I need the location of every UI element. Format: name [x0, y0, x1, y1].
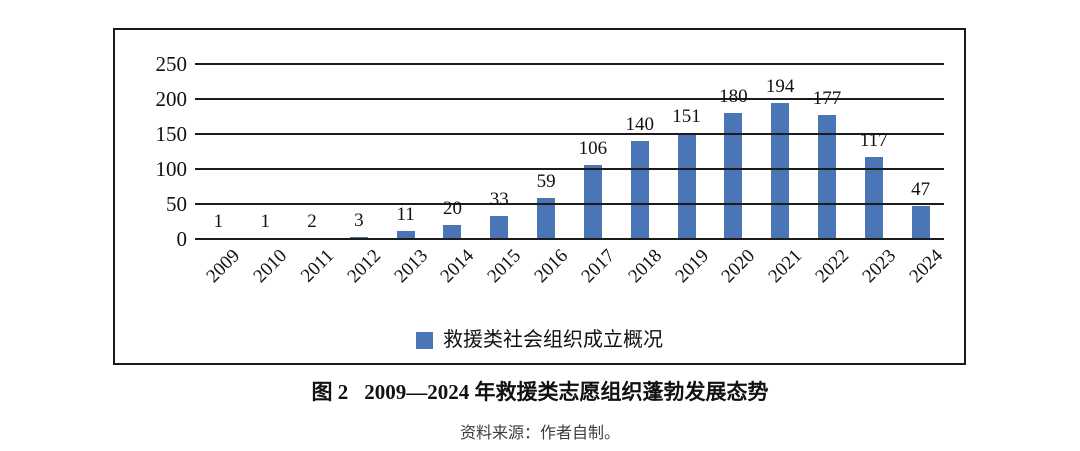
value-label-2018: 140: [625, 114, 654, 135]
legend-swatch-icon: [416, 331, 433, 349]
value-label-2020: 180: [719, 86, 748, 107]
legend: 救援类社会组织成立概况: [115, 329, 964, 351]
value-label-2021: 194: [765, 76, 795, 98]
bar-2016: [537, 197, 556, 239]
bar-2023: [864, 157, 883, 239]
bar-2014: [443, 225, 462, 239]
gridline-y-150: [195, 133, 944, 135]
value-label-2013: 11: [396, 204, 415, 226]
legend-label: 救援类社会组织成立概况: [443, 329, 663, 351]
value-label-2009: 1: [213, 211, 224, 233]
bar-2019: [677, 133, 696, 239]
y-tick-label-150: 150: [155, 122, 188, 146]
y-tick-label-250: 250: [155, 52, 188, 76]
gridline-y-100: [195, 168, 944, 170]
bar-2013: [396, 231, 415, 239]
bar-2021: [771, 103, 790, 239]
bar-2022: [817, 115, 836, 239]
value-label-2017: 106: [578, 137, 608, 159]
chart-frame: 0 50 100 150 200 250 1 2009 1 2010 2 2011 3 2012 11 201…: [113, 28, 966, 365]
gridline-y-50: [195, 203, 944, 205]
y-tick-label-50: 50: [166, 192, 187, 216]
value-label-2015: 33: [489, 188, 509, 210]
gridline-y-250: [195, 63, 944, 65]
value-label-2010: 1: [260, 211, 270, 233]
x-axis-line: [195, 238, 944, 240]
value-label-2012: 3: [354, 209, 364, 231]
value-label-2024: 47: [911, 179, 931, 201]
figure-caption-label: 图 2: [311, 380, 349, 404]
value-label-2014: 20: [442, 198, 462, 219]
y-tick-label-200: 200: [155, 87, 188, 111]
value-label-2016: 59: [536, 170, 556, 192]
value-label-2011: 2: [307, 210, 317, 232]
figure-caption: 图 2 2009—2024 年救援类志愿组织蓬勃发展态势: [0, 379, 1080, 405]
value-label-2019: 151: [672, 106, 701, 128]
bar-2018: [630, 141, 649, 239]
bar-2024: [911, 206, 930, 239]
gridline-y-200: [195, 98, 944, 100]
source-note: 资料来源：作者自制。: [459, 425, 620, 442]
figure-caption-title: 2009—2024 年救援类志愿组织蓬勃发展态势: [364, 380, 769, 404]
value-label-2022: 177: [812, 88, 842, 110]
bar-2017: [583, 164, 602, 239]
plot-area: 0 50 100 150 200 250 1 2009 1 2010 2 2011 3 2012 11 201…: [115, 30, 964, 363]
value-label-2023: 117: [859, 130, 888, 152]
bar-2012: [349, 236, 368, 239]
y-tick-label-0: 0: [176, 227, 188, 251]
bar-2015: [490, 215, 509, 239]
y-tick-label-100: 100: [155, 157, 188, 181]
bar-2020: [724, 113, 743, 239]
